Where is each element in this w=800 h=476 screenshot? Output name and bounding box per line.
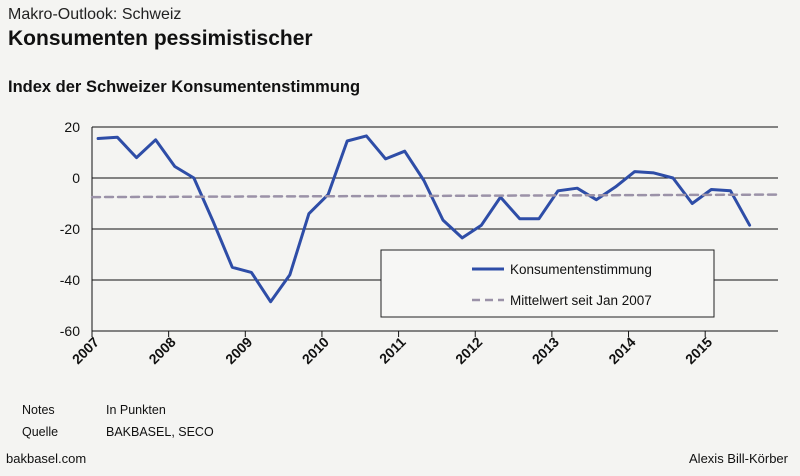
y-tick-label: -20: [60, 221, 80, 237]
legend-label: Konsumentenstimmung: [510, 262, 652, 277]
kicker: Makro-Outlook: Schweiz: [8, 6, 182, 23]
chart-legend: Konsumentenstimmung Mittelwert seit Jan 2…: [380, 249, 715, 318]
x-tick-label: 2013: [529, 334, 562, 367]
x-tick-label: 2009: [222, 334, 255, 367]
y-tick-label: 0: [72, 170, 80, 186]
series-line-konsumentenstimmung: [96, 134, 752, 304]
source-value: BAKBASEL, SECO: [106, 425, 214, 439]
x-tick-label: 2014: [605, 334, 638, 367]
x-tick-label: 2012: [452, 334, 485, 367]
legend-box: [380, 249, 715, 318]
x-tick-label: 2008: [145, 334, 178, 367]
x-tick-label: 2010: [299, 334, 332, 367]
notes-row: Notes In Punkten: [22, 403, 166, 417]
series-line-mittelwert: [90, 193, 780, 199]
website-link[interactable]: bakbasel.com: [6, 451, 87, 466]
x-tick-label: 2011: [376, 334, 409, 367]
y-tick-label: -60: [60, 323, 80, 339]
y-tick-label: 20: [64, 119, 80, 135]
source-row: Quelle BAKBASEL, SECO: [22, 425, 214, 439]
author-credit: Alexis Bill-Körber: [689, 451, 788, 466]
notes-label: Notes: [22, 403, 55, 417]
y-tick-label: -40: [60, 272, 80, 288]
x-tick-label: 2015: [682, 334, 715, 367]
notes-value: In Punkten: [106, 403, 166, 417]
chart-series: [90, 134, 780, 304]
legend-label: Mittelwert seit Jan 2007: [510, 293, 652, 308]
source-label: Quelle: [22, 425, 59, 439]
page-title: Konsumenten pessimistischer: [8, 27, 313, 50]
chart-title: Index der Schweizer Konsumentenstimmung: [8, 78, 361, 96]
y-axis-ticks: 20 0 -20 -40 -60: [60, 119, 80, 339]
